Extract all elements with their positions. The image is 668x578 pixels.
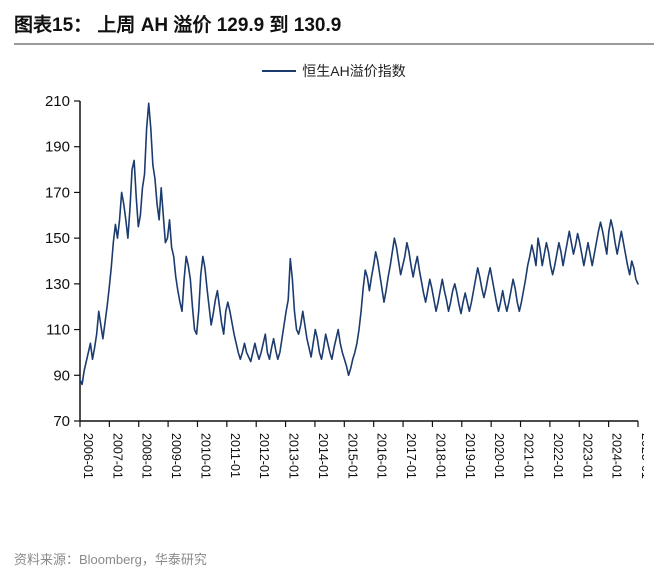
x-axis-label: 2024-01: [610, 433, 624, 479]
legend-label: 恒生AH溢价指数: [302, 61, 405, 81]
x-axis-label: 2007-01: [110, 433, 124, 479]
legend-item-series: 恒生AH溢价指数: [262, 61, 405, 81]
x-axis-label: 2009-01: [169, 433, 183, 479]
x-axis-label: 2020-01: [492, 433, 506, 479]
x-axis-label: 2021-01: [522, 433, 536, 479]
y-axis-label: 190: [45, 139, 70, 156]
x-axis-label: 2010-01: [198, 433, 212, 479]
y-axis-label: 170: [45, 184, 70, 201]
x-axis-label: 2014-01: [316, 433, 330, 479]
x-axis-label: 2018-01: [433, 433, 447, 479]
x-axis-label: 2023-01: [580, 433, 594, 479]
y-axis-label: 110: [46, 322, 70, 339]
legend-line-swatch: [262, 70, 296, 72]
x-axis-label: 2022-01: [551, 433, 565, 479]
x-axis-label: 2012-01: [257, 433, 271, 479]
y-axis-label: 70: [53, 413, 70, 430]
chart-page: 图表15： 上周 AH 溢价 129.9 到 130.9 恒生AH溢价指数 70…: [0, 0, 668, 578]
y-axis-label: 150: [45, 230, 70, 247]
legend-row: 恒生AH溢价指数: [0, 55, 668, 91]
title-row: 图表15： 上周 AH 溢价 129.9 到 130.9: [0, 0, 668, 43]
x-axis-label: 2025-01: [639, 433, 644, 479]
title-divider: [14, 43, 654, 45]
y-axis-label: 130: [45, 276, 70, 293]
x-axis-label: 2015-01: [345, 433, 359, 479]
x-axis-label: 2006-01: [81, 433, 95, 479]
x-axis-label: 2019-01: [463, 433, 477, 479]
x-axis-label: 2011-01: [228, 433, 242, 478]
y-axis-label: 90: [53, 367, 70, 384]
series-line-hs-ah-premium: [80, 103, 638, 384]
line-chart-svg: 70 90 110 130 150 170 190 210 2006-01 2007-01 200…: [24, 91, 644, 491]
x-axis-label: 2013-01: [287, 433, 301, 479]
y-axis-label: 210: [45, 93, 70, 110]
chart-area: 70 90 110 130 150 170 190 210 2006-01 2007-01 200…: [24, 91, 644, 491]
x-axis-label: 2008-01: [140, 433, 154, 479]
chart-title: 图表15： 上周 AH 溢价 129.9 到 130.9: [14, 10, 341, 37]
x-axis-label: 2016-01: [375, 433, 389, 479]
x-axis-label: 2017-01: [404, 433, 418, 479]
footer-text: 资料来源：Bloomberg，华泰研究: [14, 549, 207, 568]
